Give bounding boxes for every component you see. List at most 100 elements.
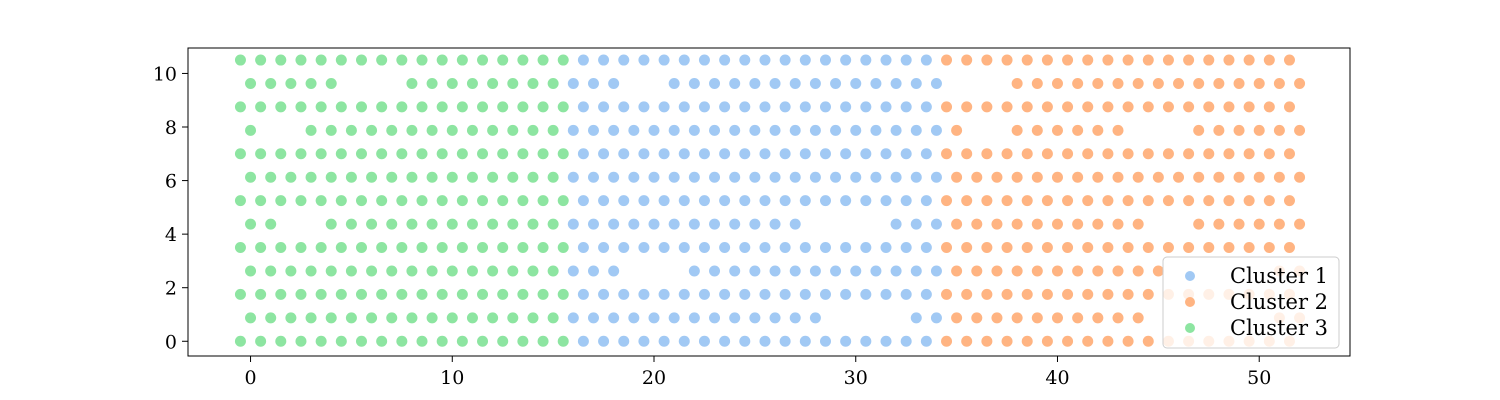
point-cluster-3 [234, 288, 246, 300]
point-cluster-2 [1062, 242, 1074, 254]
point-cluster-1 [759, 195, 771, 207]
point-cluster-1 [577, 335, 589, 347]
point-cluster-3 [245, 77, 257, 89]
point-cluster-1 [830, 77, 842, 89]
point-cluster-3 [245, 265, 257, 277]
legend-label-cluster-3: Cluster 3 [1230, 316, 1328, 340]
point-cluster-3 [295, 54, 307, 66]
point-cluster-3 [466, 312, 478, 324]
point-cluster-3 [527, 171, 539, 183]
point-cluster-1 [668, 124, 680, 136]
point-cluster-1 [638, 101, 650, 113]
point-cluster-3 [426, 171, 438, 183]
x-tick-label: 50 [1247, 367, 1271, 389]
point-cluster-2 [1021, 335, 1033, 347]
point-cluster-2 [1283, 195, 1295, 207]
point-cluster-3 [477, 101, 489, 113]
point-cluster-3 [295, 101, 307, 113]
point-cluster-1 [608, 124, 620, 136]
point-cluster-3 [335, 242, 347, 254]
point-cluster-3 [466, 171, 478, 183]
point-cluster-3 [355, 101, 367, 113]
point-cluster-1 [618, 148, 630, 160]
point-cluster-1 [567, 218, 579, 230]
legend-marker-cluster-2 [1185, 297, 1195, 307]
point-cluster-1 [880, 242, 892, 254]
point-cluster-2 [1041, 148, 1053, 160]
point-cluster-2 [1092, 77, 1104, 89]
point-cluster-3 [255, 242, 267, 254]
point-cluster-2 [1051, 218, 1063, 230]
point-cluster-2 [1011, 218, 1023, 230]
point-cluster-1 [577, 54, 589, 66]
point-cluster-2 [1223, 54, 1235, 66]
point-cluster-3 [497, 54, 509, 66]
point-cluster-2 [981, 242, 993, 254]
point-cluster-3 [255, 101, 267, 113]
point-cluster-1 [920, 242, 932, 254]
point-cluster-1 [759, 335, 771, 347]
point-cluster-3 [507, 218, 519, 230]
legend-box [1162, 256, 1340, 349]
point-cluster-1 [819, 54, 831, 66]
point-cluster-2 [1082, 288, 1094, 300]
point-cluster-1 [930, 77, 942, 89]
point-cluster-2 [1041, 101, 1053, 113]
point-cluster-1 [577, 195, 589, 207]
point-cluster-2 [1021, 195, 1033, 207]
point-cluster-3 [265, 218, 277, 230]
point-cluster-2 [991, 218, 1003, 230]
point-cluster-2 [1142, 54, 1154, 66]
point-cluster-1 [880, 195, 892, 207]
point-cluster-2 [1021, 101, 1033, 113]
point-cluster-1 [739, 195, 751, 207]
point-cluster-2 [1233, 77, 1245, 89]
point-cluster-2 [1203, 101, 1215, 113]
point-cluster-3 [507, 171, 519, 183]
point-cluster-2 [951, 218, 963, 230]
point-cluster-1 [749, 124, 761, 136]
point-cluster-1 [739, 242, 751, 254]
point-cluster-2 [941, 288, 953, 300]
point-cluster-3 [557, 288, 569, 300]
point-cluster-3 [265, 265, 277, 277]
point-cluster-1 [658, 54, 670, 66]
point-cluster-1 [759, 101, 771, 113]
point-cluster-2 [1102, 335, 1114, 347]
point-cluster-1 [809, 171, 821, 183]
point-cluster-2 [1051, 312, 1063, 324]
point-cluster-2 [991, 312, 1003, 324]
point-cluster-3 [507, 312, 519, 324]
point-cluster-3 [335, 101, 347, 113]
point-cluster-1 [900, 242, 912, 254]
point-cluster-3 [487, 77, 499, 89]
point-cluster-3 [386, 218, 398, 230]
point-cluster-2 [1041, 242, 1053, 254]
point-cluster-1 [749, 312, 761, 324]
point-cluster-3 [466, 218, 478, 230]
point-cluster-1 [719, 335, 731, 347]
y-tick-label: 2 [165, 278, 177, 300]
point-cluster-2 [1273, 77, 1285, 89]
legend-marker-cluster-1 [1185, 271, 1195, 281]
point-cluster-1 [870, 171, 882, 183]
point-cluster-3 [245, 124, 257, 136]
point-cluster-2 [1072, 265, 1084, 277]
point-cluster-2 [951, 265, 963, 277]
point-cluster-2 [1193, 218, 1205, 230]
point-cluster-2 [1112, 265, 1124, 277]
point-cluster-1 [587, 312, 599, 324]
point-cluster-1 [567, 171, 579, 183]
point-cluster-2 [981, 335, 993, 347]
point-cluster-2 [981, 195, 993, 207]
point-cluster-2 [1092, 218, 1104, 230]
point-cluster-2 [991, 171, 1003, 183]
point-cluster-1 [880, 54, 892, 66]
x-axis: 0 10 20 30 40 50 [244, 356, 1271, 389]
point-cluster-1 [779, 335, 791, 347]
point-cluster-1 [598, 242, 610, 254]
point-cluster-3 [527, 218, 539, 230]
point-cluster-2 [1162, 101, 1174, 113]
point-cluster-3 [436, 335, 448, 347]
point-cluster-2 [1011, 312, 1023, 324]
